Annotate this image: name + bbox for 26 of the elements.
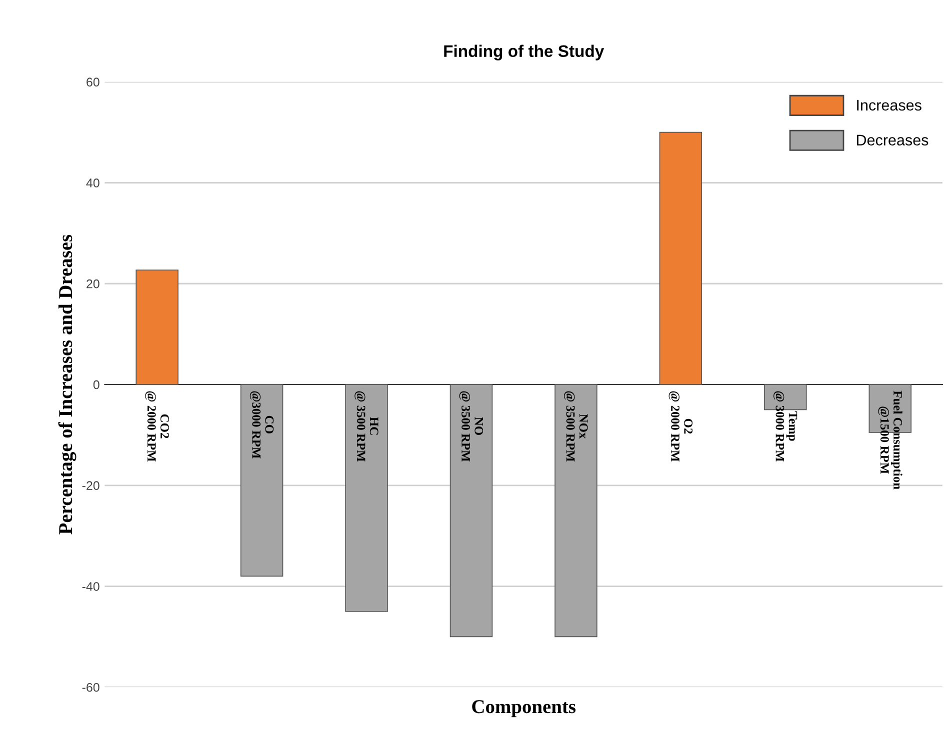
bar (450, 384, 493, 638)
x-tick-label: Temp @ 3000 RPM (773, 391, 798, 462)
x-tick-label: CO @3000 RPM (250, 391, 274, 458)
y-tick-label: 60 (86, 78, 100, 87)
x-tick-label: NO @ 3500 RPM (459, 391, 484, 462)
y-tick-label: 40 (86, 178, 100, 188)
legend-label: Decreases (856, 134, 928, 146)
y-tick-label: -60 (82, 682, 100, 692)
x-axis-title: Components (472, 700, 576, 718)
y-tick-label: 20 (86, 279, 100, 288)
x-tick-label: O2 @ 2000 RPM (668, 391, 692, 462)
legend-label: Increases (857, 100, 922, 111)
bar (345, 384, 388, 612)
bar (659, 132, 702, 385)
bar (554, 384, 598, 638)
y-axis-title: Percentage of Increases and Dreases (58, 234, 76, 534)
x-tick-label: CO2 @ 2000 RPM (145, 391, 169, 462)
bar (136, 270, 178, 385)
y-tick-label: -20 (82, 481, 100, 490)
bar (240, 384, 284, 577)
x-tick-label: HC @ 3500 RPM (354, 391, 378, 462)
x-tick-label: Fuel Consumption @1500 RPM (878, 390, 902, 490)
chart-title: Finding of the Study (444, 44, 604, 60)
y-tick-label: 0 (93, 380, 100, 390)
x-tick-label: NOx @ 3500 RPM (564, 391, 588, 462)
y-tick-label: -40 (82, 582, 100, 591)
